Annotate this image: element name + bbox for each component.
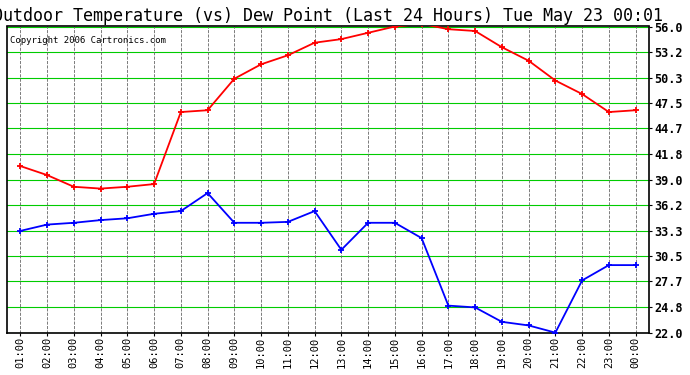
Title: Outdoor Temperature (vs) Dew Point (Last 24 Hours) Tue May 23 00:01: Outdoor Temperature (vs) Dew Point (Last… bbox=[0, 7, 663, 25]
Text: Copyright 2006 Cartronics.com: Copyright 2006 Cartronics.com bbox=[10, 36, 166, 45]
